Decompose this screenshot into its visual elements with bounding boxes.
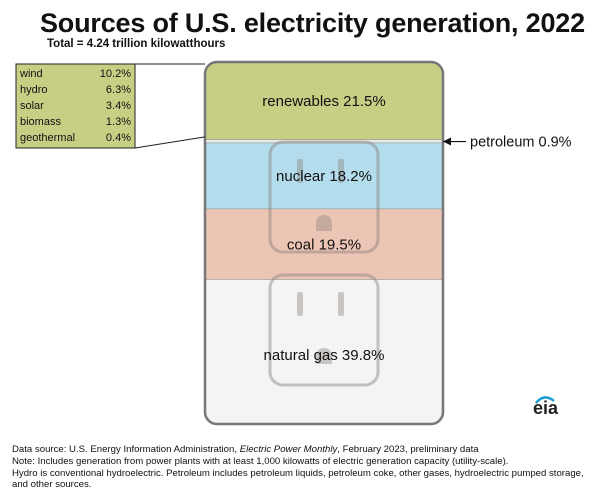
segment-petroleum <box>205 139 443 144</box>
lower-outlet-ground-icon <box>316 348 332 364</box>
label-coal: coal 19.5% <box>287 236 361 253</box>
label-petroleum: petroleum 0.9% <box>470 135 572 151</box>
segment-group <box>205 62 443 424</box>
upper-outlet-slot-left-icon <box>297 159 303 183</box>
lower-outlet-frame-icon <box>268 273 380 387</box>
renewables-breakdown-box <box>15 63 136 149</box>
breakdown-value-hydro: 6.3% <box>106 84 131 96</box>
breakdown-name-wind: wind <box>19 68 43 80</box>
note-line-2: Hydro is conventional hydroelectric. Pet… <box>12 467 584 491</box>
upper-outlet-slot-right-icon <box>338 159 344 183</box>
breakdown-value-solar: 3.4% <box>106 100 131 112</box>
petroleum-arrowhead-icon <box>443 137 451 146</box>
label-renewables: renewables 21.5% <box>262 93 385 110</box>
upper-outlet-ground-icon <box>316 215 332 231</box>
breakdown-name-hydro: hydro <box>20 84 48 96</box>
footer: Data source: U.S. Energy Information Adm… <box>12 444 592 491</box>
chart-title: Sources of U.S. electricity generation, … <box>40 8 585 38</box>
lower-outlet-slot-left-icon <box>297 292 303 316</box>
source-suffix: , February 2023, preliminary data <box>337 444 479 455</box>
outlet-chart: renewables 21.5% nuclear 18.2% coal 19.5% n… <box>15 60 572 426</box>
chart-subtitle: Total = 4.24 trillion kilowatthours <box>47 38 226 50</box>
note-line-1: Note: Includes generation from power pla… <box>12 455 509 467</box>
eia-logo: eia <box>533 398 559 418</box>
breakdown-name-geothermal: geothermal <box>20 132 75 144</box>
upper-outlet-frame-icon <box>268 140 380 254</box>
plate-frame <box>203 60 445 426</box>
inset-connector-bottom <box>134 136 206 149</box>
segment-coal <box>205 209 443 280</box>
source-note: Data source: U.S. Energy Information Adm… <box>12 444 592 456</box>
label-natural-gas: natural gas 39.8% <box>264 347 385 364</box>
label-nuclear: nuclear 18.2% <box>276 168 372 185</box>
breakdown-name-solar: solar <box>20 100 44 112</box>
breakdown-value-biomass: 1.3% <box>106 116 131 128</box>
source-publication: Electric Power Monthly <box>239 444 338 455</box>
segment-nuclear <box>205 143 443 210</box>
breakdown-value-geothermal: 0.4% <box>106 132 131 144</box>
segment-natural-gas <box>205 279 443 424</box>
source-prefix: Data source: U.S. Energy Information Adm… <box>12 444 240 455</box>
breakdown-value-wind: 10.2% <box>100 68 131 80</box>
lower-outlet-slot-right-icon <box>338 292 344 316</box>
segment-renewables <box>205 62 443 140</box>
breakdown-name-biomass: biomass <box>20 116 61 128</box>
eia-logo-swoosh-icon <box>535 396 555 404</box>
